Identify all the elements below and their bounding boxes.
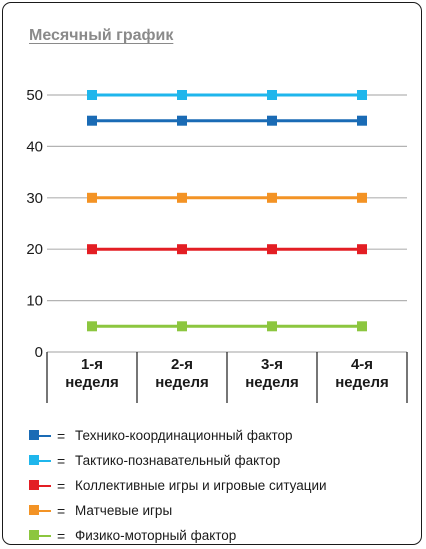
y-tick-label: 30: [26, 190, 43, 207]
x-tick-label: 4-я неделя: [335, 356, 389, 391]
data-point: [357, 115, 367, 126]
data-point: [177, 192, 187, 203]
x-tick-label: 3-я неделя: [245, 356, 299, 391]
x-tick-label-line: неделя: [335, 374, 389, 391]
x-tick-label: 1-я неделя: [65, 356, 119, 391]
legend-item: = Технико-координационный фактор: [29, 423, 409, 448]
data-point: [267, 321, 277, 332]
legend-line: [37, 434, 51, 437]
legend-line: [37, 484, 51, 487]
data-point: [267, 115, 277, 126]
series: [87, 90, 367, 332]
x-tick-label-line: неделя: [245, 374, 299, 391]
data-point: [87, 115, 97, 126]
legend-label: Коллективные игры и игровые ситуации: [75, 478, 327, 493]
data-point: [267, 244, 277, 255]
legend-label: Матчевые игры: [75, 503, 173, 518]
legend-label: Физико-моторный фактор: [75, 528, 237, 543]
data-point: [87, 192, 97, 203]
y-axis-ticks: 0 10 20 30 40 50: [26, 87, 43, 361]
legend-marker: [29, 529, 39, 540]
legend: = Технико-координационный фактор = Тактико-…: [29, 423, 409, 548]
chart-title: Месячный график: [29, 27, 174, 44]
legend-swatch-icon: [29, 529, 53, 542]
legend-swatch-icon: [29, 429, 53, 442]
legend-swatch-icon: [29, 479, 53, 492]
data-point: [177, 115, 187, 126]
x-tick-label-line: 2-я: [171, 356, 193, 373]
legend-equals: =: [57, 502, 66, 519]
data-point: [177, 244, 187, 255]
chart-card: 0 10 20 30 40 50 1-я неделя 2-я неделя 3-я неделя 4…: [2, 2, 422, 545]
legend-line: [37, 509, 51, 512]
y-tick-label: 50: [26, 87, 43, 104]
data-point: [267, 90, 277, 100]
data-point: [87, 244, 97, 255]
legend-item: = Матчевые игры: [29, 498, 409, 523]
x-tick-label: 2-я неделя: [155, 356, 209, 391]
legend-equals: =: [57, 427, 66, 444]
data-point: [357, 192, 367, 203]
legend-marker: [29, 429, 39, 440]
legend-item: = Коллективные игры и игровые ситуации: [29, 473, 409, 498]
legend-line: [37, 459, 51, 462]
legend-swatch-icon: [29, 504, 53, 517]
legend-swatch-icon: [29, 454, 53, 467]
y-tick-label: 40: [26, 138, 43, 155]
legend-marker: [29, 479, 39, 490]
legend-item: = Физико-моторный фактор: [29, 523, 409, 548]
data-point: [357, 321, 367, 332]
x-tick-label-line: 1-я: [81, 356, 103, 373]
legend-item: = Тактико-познавательный фактор: [29, 448, 409, 473]
x-tick-label-line: неделя: [65, 374, 119, 391]
y-tick-label: 0: [35, 344, 43, 361]
data-point: [357, 90, 367, 100]
data-point: [177, 321, 187, 332]
data-point: [87, 321, 97, 332]
y-tick-label: 20: [26, 241, 43, 258]
y-tick-label: 10: [26, 293, 43, 310]
legend-line: [37, 534, 51, 537]
legend-equals: =: [57, 452, 66, 469]
data-point: [87, 90, 97, 100]
legend-equals: =: [57, 477, 66, 494]
legend-label: Тактико-познавательный фактор: [75, 453, 281, 468]
x-tick-label-line: неделя: [155, 374, 209, 391]
legend-label: Технико-координационный фактор: [75, 428, 293, 443]
data-point: [357, 244, 367, 255]
legend-marker: [29, 504, 39, 515]
data-point: [177, 90, 187, 100]
x-tick-label-line: 3-я: [261, 356, 283, 373]
legend-equals: =: [57, 527, 66, 544]
legend-marker: [29, 454, 39, 465]
data-point: [267, 192, 277, 203]
x-tick-label-line: 4-я: [351, 356, 373, 373]
